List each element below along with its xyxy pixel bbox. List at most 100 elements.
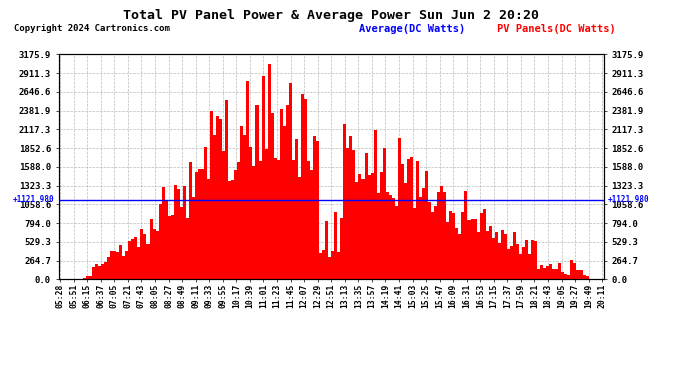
Text: Copyright 2024 Cartronics.com: Copyright 2024 Cartronics.com — [14, 24, 170, 33]
Bar — [507, 249, 510, 279]
Bar — [486, 231, 489, 279]
Bar — [543, 268, 546, 279]
Bar — [298, 177, 301, 279]
Bar — [277, 160, 279, 279]
Bar — [304, 99, 307, 279]
Bar — [355, 182, 359, 279]
Bar — [253, 166, 255, 279]
Bar — [216, 116, 219, 279]
Bar — [340, 218, 344, 279]
Bar — [522, 247, 525, 279]
Bar — [580, 270, 582, 279]
Bar — [392, 198, 395, 279]
Bar — [540, 265, 543, 279]
Text: +1121.980: +1121.980 — [13, 195, 55, 204]
Bar — [549, 264, 552, 279]
Bar — [152, 229, 155, 279]
Bar — [331, 251, 334, 279]
Bar — [198, 169, 201, 279]
Bar — [582, 275, 586, 279]
Bar — [388, 195, 392, 279]
Bar — [416, 161, 419, 279]
Bar — [289, 83, 292, 279]
Bar — [395, 206, 398, 279]
Bar — [510, 246, 513, 279]
Bar — [128, 241, 131, 279]
Bar — [525, 240, 528, 279]
Bar — [135, 237, 137, 279]
Bar — [274, 158, 277, 279]
Bar — [313, 136, 316, 279]
Bar — [204, 147, 207, 279]
Bar — [131, 239, 135, 279]
Bar — [122, 256, 126, 279]
Bar — [577, 270, 580, 279]
Bar — [161, 187, 165, 279]
Bar — [446, 222, 449, 279]
Bar — [107, 257, 110, 279]
Bar — [98, 266, 101, 279]
Bar — [519, 254, 522, 279]
Bar — [471, 219, 473, 279]
Bar — [159, 204, 161, 279]
Bar — [307, 160, 310, 279]
Bar — [310, 170, 313, 279]
Bar — [346, 148, 349, 279]
Bar — [155, 231, 159, 279]
Bar — [146, 244, 150, 279]
Bar — [443, 192, 446, 279]
Bar — [328, 257, 331, 279]
Text: +1121.980: +1121.980 — [608, 195, 649, 204]
Bar — [567, 274, 571, 279]
Bar — [210, 111, 213, 279]
Bar — [422, 188, 425, 279]
Bar — [431, 212, 434, 279]
Bar — [353, 150, 355, 279]
Bar — [137, 247, 141, 279]
Bar — [368, 175, 371, 279]
Bar — [180, 207, 183, 279]
Bar — [434, 206, 437, 279]
Bar — [558, 263, 562, 279]
Bar — [501, 230, 504, 279]
Bar — [110, 251, 113, 279]
Bar — [325, 220, 328, 279]
Bar — [468, 220, 471, 279]
Bar — [453, 213, 455, 279]
Bar — [264, 149, 268, 279]
Bar — [201, 169, 204, 279]
Bar — [240, 126, 244, 279]
Bar — [492, 238, 495, 279]
Bar — [86, 276, 89, 279]
Bar — [344, 124, 346, 279]
Bar — [195, 172, 198, 279]
Bar — [322, 251, 325, 279]
Bar — [462, 212, 464, 279]
Bar — [482, 209, 486, 279]
Bar — [359, 174, 362, 279]
Bar — [186, 218, 189, 279]
Bar — [473, 219, 477, 279]
Bar — [213, 135, 216, 279]
Bar — [246, 81, 250, 279]
Bar — [573, 263, 577, 279]
Bar — [141, 229, 144, 279]
Bar — [279, 109, 283, 279]
Bar — [449, 211, 453, 279]
Bar — [222, 151, 225, 279]
Bar — [401, 164, 404, 279]
Bar — [231, 180, 235, 279]
Bar — [334, 211, 337, 279]
Bar — [292, 160, 295, 279]
Bar — [464, 191, 468, 279]
Bar — [504, 234, 507, 279]
Bar — [555, 269, 558, 279]
Bar — [495, 231, 497, 279]
Bar — [113, 251, 116, 279]
Bar — [177, 189, 180, 279]
Bar — [455, 228, 458, 279]
Bar — [373, 130, 377, 279]
Bar — [513, 232, 516, 279]
Bar — [428, 202, 431, 279]
Bar — [192, 197, 195, 279]
